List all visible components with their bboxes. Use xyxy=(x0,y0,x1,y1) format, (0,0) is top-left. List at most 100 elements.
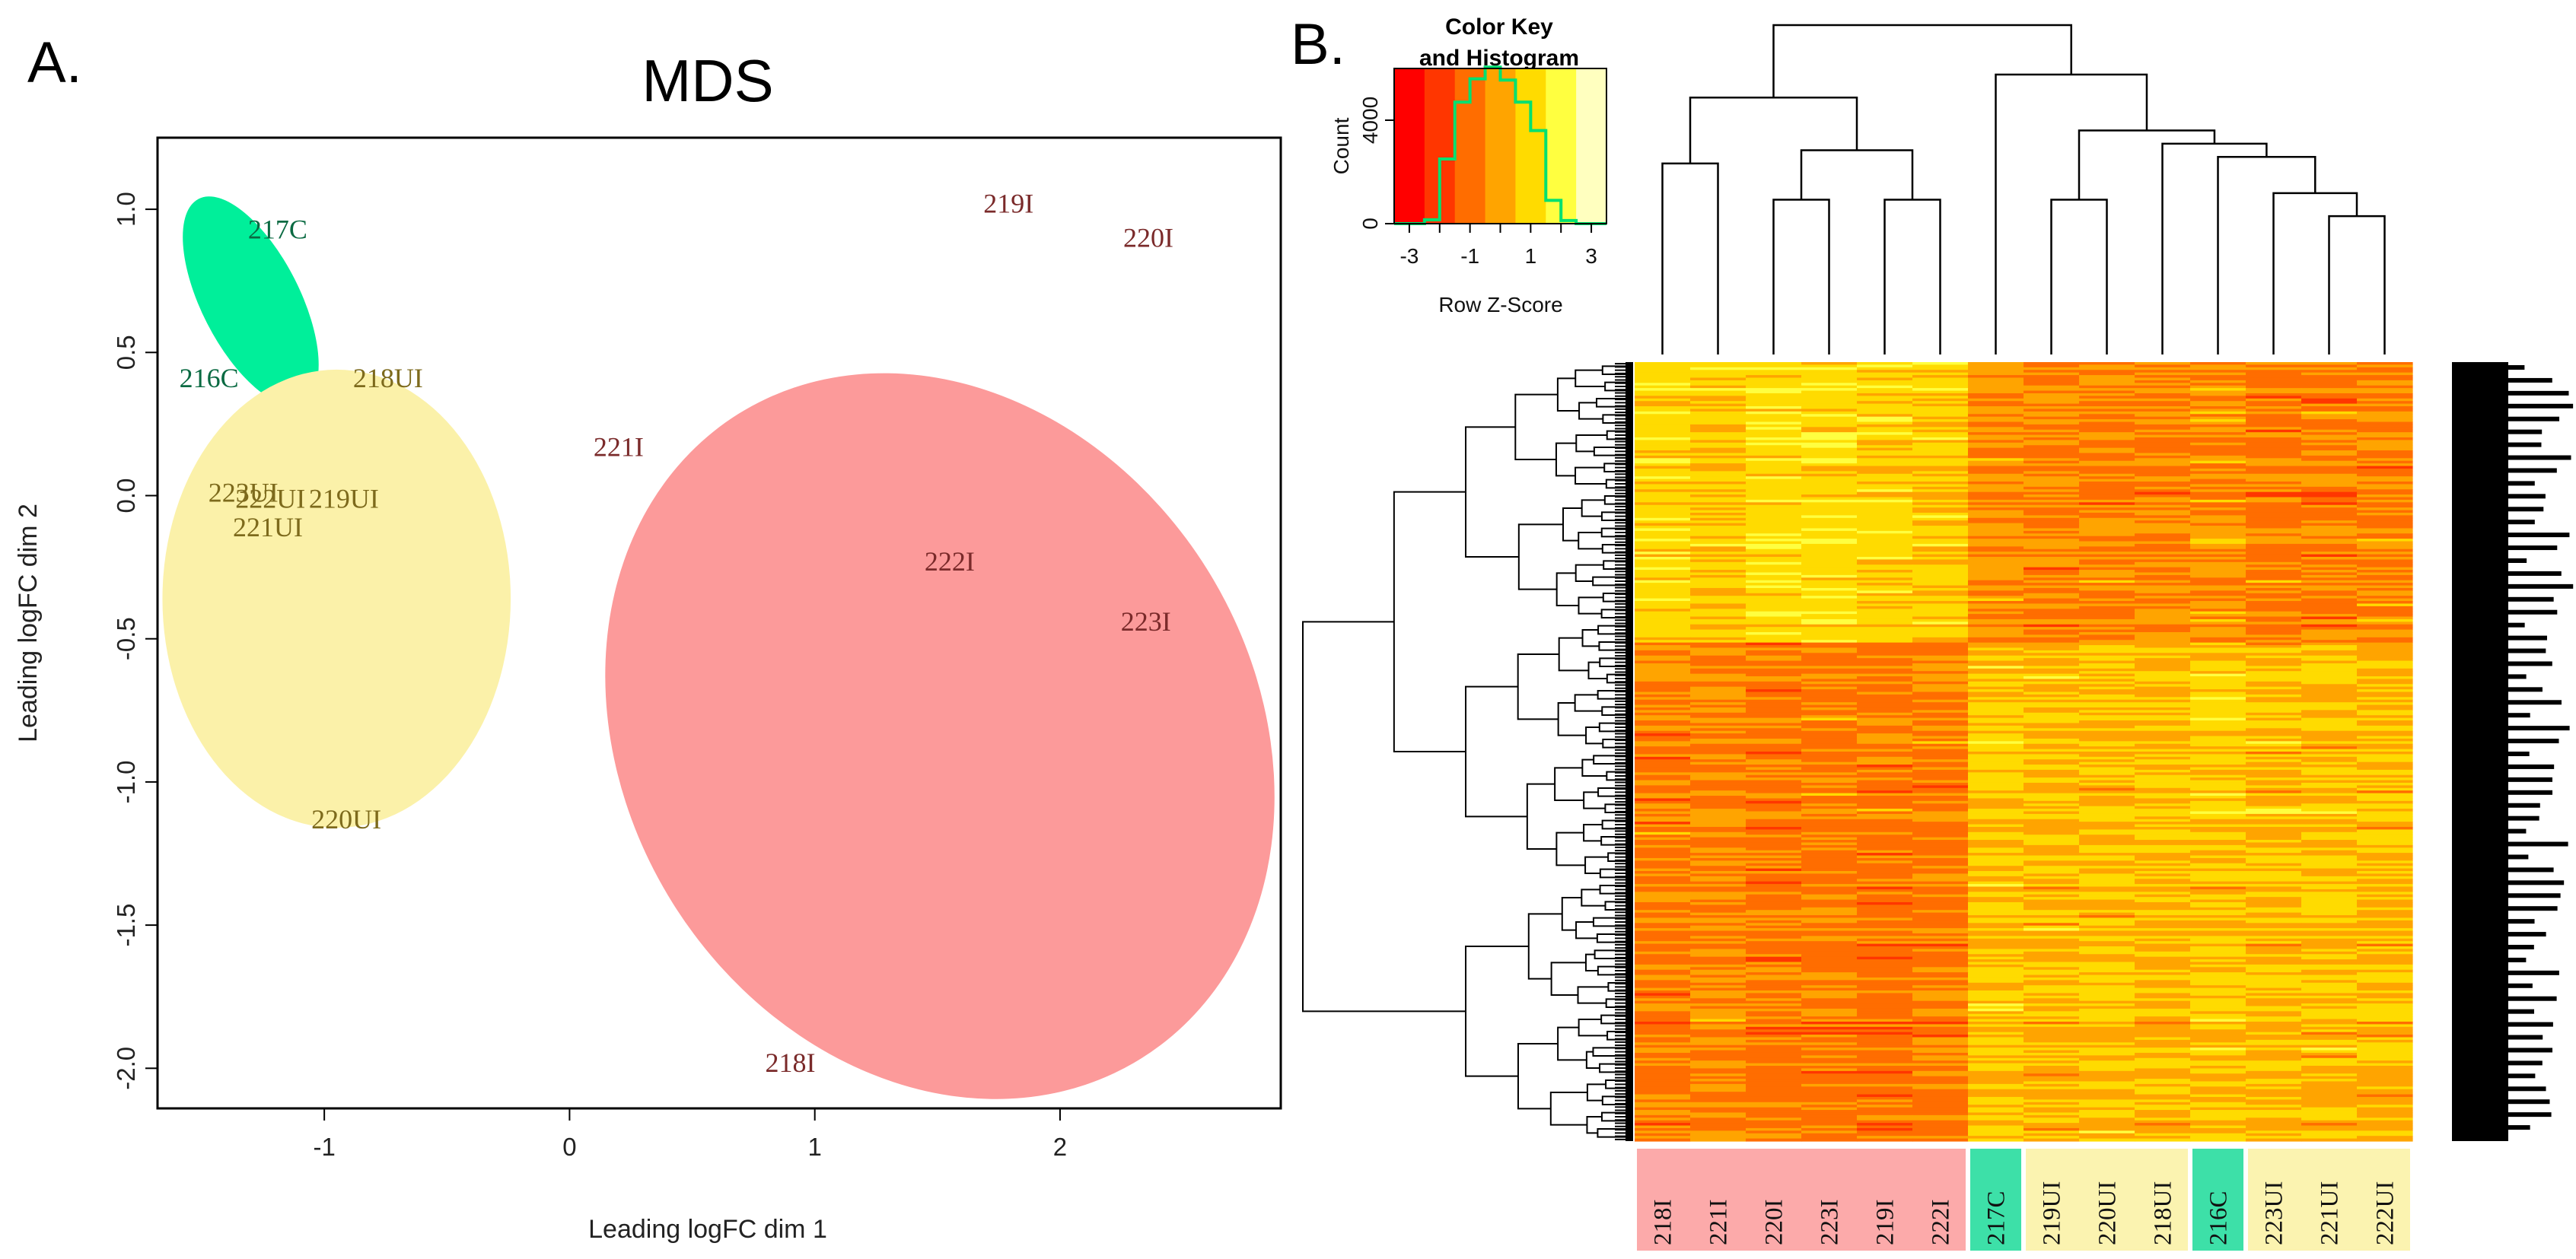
heatmap-cell xyxy=(2357,383,2413,386)
heatmap-cell xyxy=(2190,409,2246,412)
heatmap-cell xyxy=(1912,580,1969,583)
heatmap-cell xyxy=(1635,593,1691,596)
heatmap-cell xyxy=(2301,403,2358,407)
heatmap-cell xyxy=(1690,936,1747,939)
heatmap-cell xyxy=(1912,526,1969,529)
heatmap-cell xyxy=(1968,1066,2024,1070)
heatmap-cell xyxy=(1690,1123,1747,1127)
color-key-y-tick-label: 4000 xyxy=(1358,97,1382,144)
heatmap-cell xyxy=(2079,798,2135,802)
heatmap-cell xyxy=(1746,720,1802,724)
heatmap-cell xyxy=(1968,473,2024,477)
heatmap-cell xyxy=(1801,504,1858,508)
heatmap-cell xyxy=(1746,980,1802,984)
heatmap-cell xyxy=(2190,782,2246,786)
row-dendrogram-branch xyxy=(1517,1043,1559,1110)
heatmap-cell xyxy=(1635,587,1691,591)
heatmap-cell xyxy=(2190,460,2246,464)
heatmap-cell xyxy=(2079,1032,2135,1035)
heatmap-cell xyxy=(1912,985,1969,989)
heatmap-cell xyxy=(2024,733,2080,737)
heatmap-cell xyxy=(2079,536,2135,539)
row-label-mark xyxy=(2508,945,2534,949)
color-key-segment xyxy=(1546,68,1562,224)
heatmap-cell xyxy=(1801,998,1858,1002)
heatmap-cell xyxy=(2135,780,2191,784)
heatmap-cell xyxy=(1912,421,1969,425)
heatmap-cell xyxy=(1968,1083,2024,1087)
heatmap-cell xyxy=(2190,712,2246,716)
heatmap-cell xyxy=(2135,809,2191,812)
heatmap-cell xyxy=(1746,458,1802,462)
heatmap-cell xyxy=(1801,796,1858,800)
heatmap-cell xyxy=(2190,671,2246,675)
heatmap-cell xyxy=(1746,478,1802,482)
heatmap-cell xyxy=(2301,497,2358,501)
heatmap-cell xyxy=(1968,478,2024,482)
heatmap-cell xyxy=(2246,884,2302,888)
heatmap-cell xyxy=(1857,512,1913,516)
heatmap-cell xyxy=(2024,1011,2080,1015)
heatmap-cell xyxy=(1801,847,1858,851)
heatmap-cell xyxy=(1690,557,1747,561)
heatmap-cell xyxy=(2135,507,2191,511)
heatmap-cell xyxy=(1746,1042,1802,1046)
row-label-mark xyxy=(2508,700,2562,705)
heatmap-cell xyxy=(2190,606,2246,609)
heatmap-cell xyxy=(1690,717,1747,721)
heatmap-cell xyxy=(1857,892,1913,895)
heatmap-cell xyxy=(2024,574,2080,578)
heatmap-cell xyxy=(1857,463,1913,467)
heatmap-cell xyxy=(2190,777,2246,781)
row-label-mark xyxy=(2508,468,2557,473)
heatmap-cell xyxy=(1968,520,2024,524)
heatmap-cell xyxy=(1912,1089,1969,1092)
heatmap-cell xyxy=(1801,892,1858,895)
heatmap-cell xyxy=(2024,593,2080,596)
heatmap-cell xyxy=(1801,1057,1858,1061)
heatmap-cell xyxy=(1968,886,2024,890)
heatmap-cell xyxy=(2079,912,2135,916)
row-label-mark xyxy=(2508,390,2569,396)
heatmap-cell xyxy=(1912,907,1969,911)
heatmap-cell xyxy=(1690,460,1747,464)
heatmap-cell xyxy=(1690,616,1747,620)
heatmap-cell xyxy=(1690,752,1747,755)
heatmap-cell xyxy=(1912,860,1969,864)
heatmap-cell xyxy=(2357,567,2413,571)
heatmap-cell xyxy=(1968,1044,2024,1048)
heatmap-cell xyxy=(2190,752,2246,755)
heatmap-cell xyxy=(2024,1110,2080,1114)
heatmap-cell xyxy=(1635,1130,1691,1134)
heatmap-cell xyxy=(2079,1057,2135,1061)
heatmap-cell xyxy=(2079,1048,2135,1051)
heatmap-cell xyxy=(1912,1073,1969,1077)
heatmap-cell xyxy=(2135,879,2191,882)
heatmap-cell xyxy=(2357,686,2413,690)
heatmap-cell xyxy=(1690,388,1747,392)
heatmap-cell xyxy=(2246,1105,2302,1108)
heatmap-cell xyxy=(1746,1060,1802,1064)
heatmap-cell xyxy=(2301,614,2358,618)
heatmap-cell xyxy=(1912,416,1969,420)
heatmap-cell xyxy=(2024,798,2080,802)
heatmap-cell xyxy=(2079,824,2135,828)
heatmap-cell xyxy=(2079,421,2135,425)
color-key-segment xyxy=(1424,68,1441,224)
heatmap-cell xyxy=(1857,769,1913,773)
heatmap-cell xyxy=(1801,691,1858,695)
heatmap-cell xyxy=(2301,455,2358,459)
heatmap-cell xyxy=(1801,515,1858,519)
color-key-segment xyxy=(1485,68,1501,224)
heatmap-cell xyxy=(1857,590,1913,594)
heatmap-cell xyxy=(2135,585,2191,589)
heatmap-cell xyxy=(2357,468,2413,472)
heatmap-cell xyxy=(2079,1037,2135,1041)
heatmap-cell xyxy=(1746,499,1802,503)
heatmap-cell xyxy=(2301,715,2358,719)
heatmap-cell xyxy=(1912,930,1969,934)
heatmap-cell xyxy=(2357,370,2413,374)
heatmap-cell xyxy=(2301,640,2358,644)
heatmap-cell xyxy=(2190,730,2246,734)
heatmap-cell xyxy=(2024,930,2080,934)
